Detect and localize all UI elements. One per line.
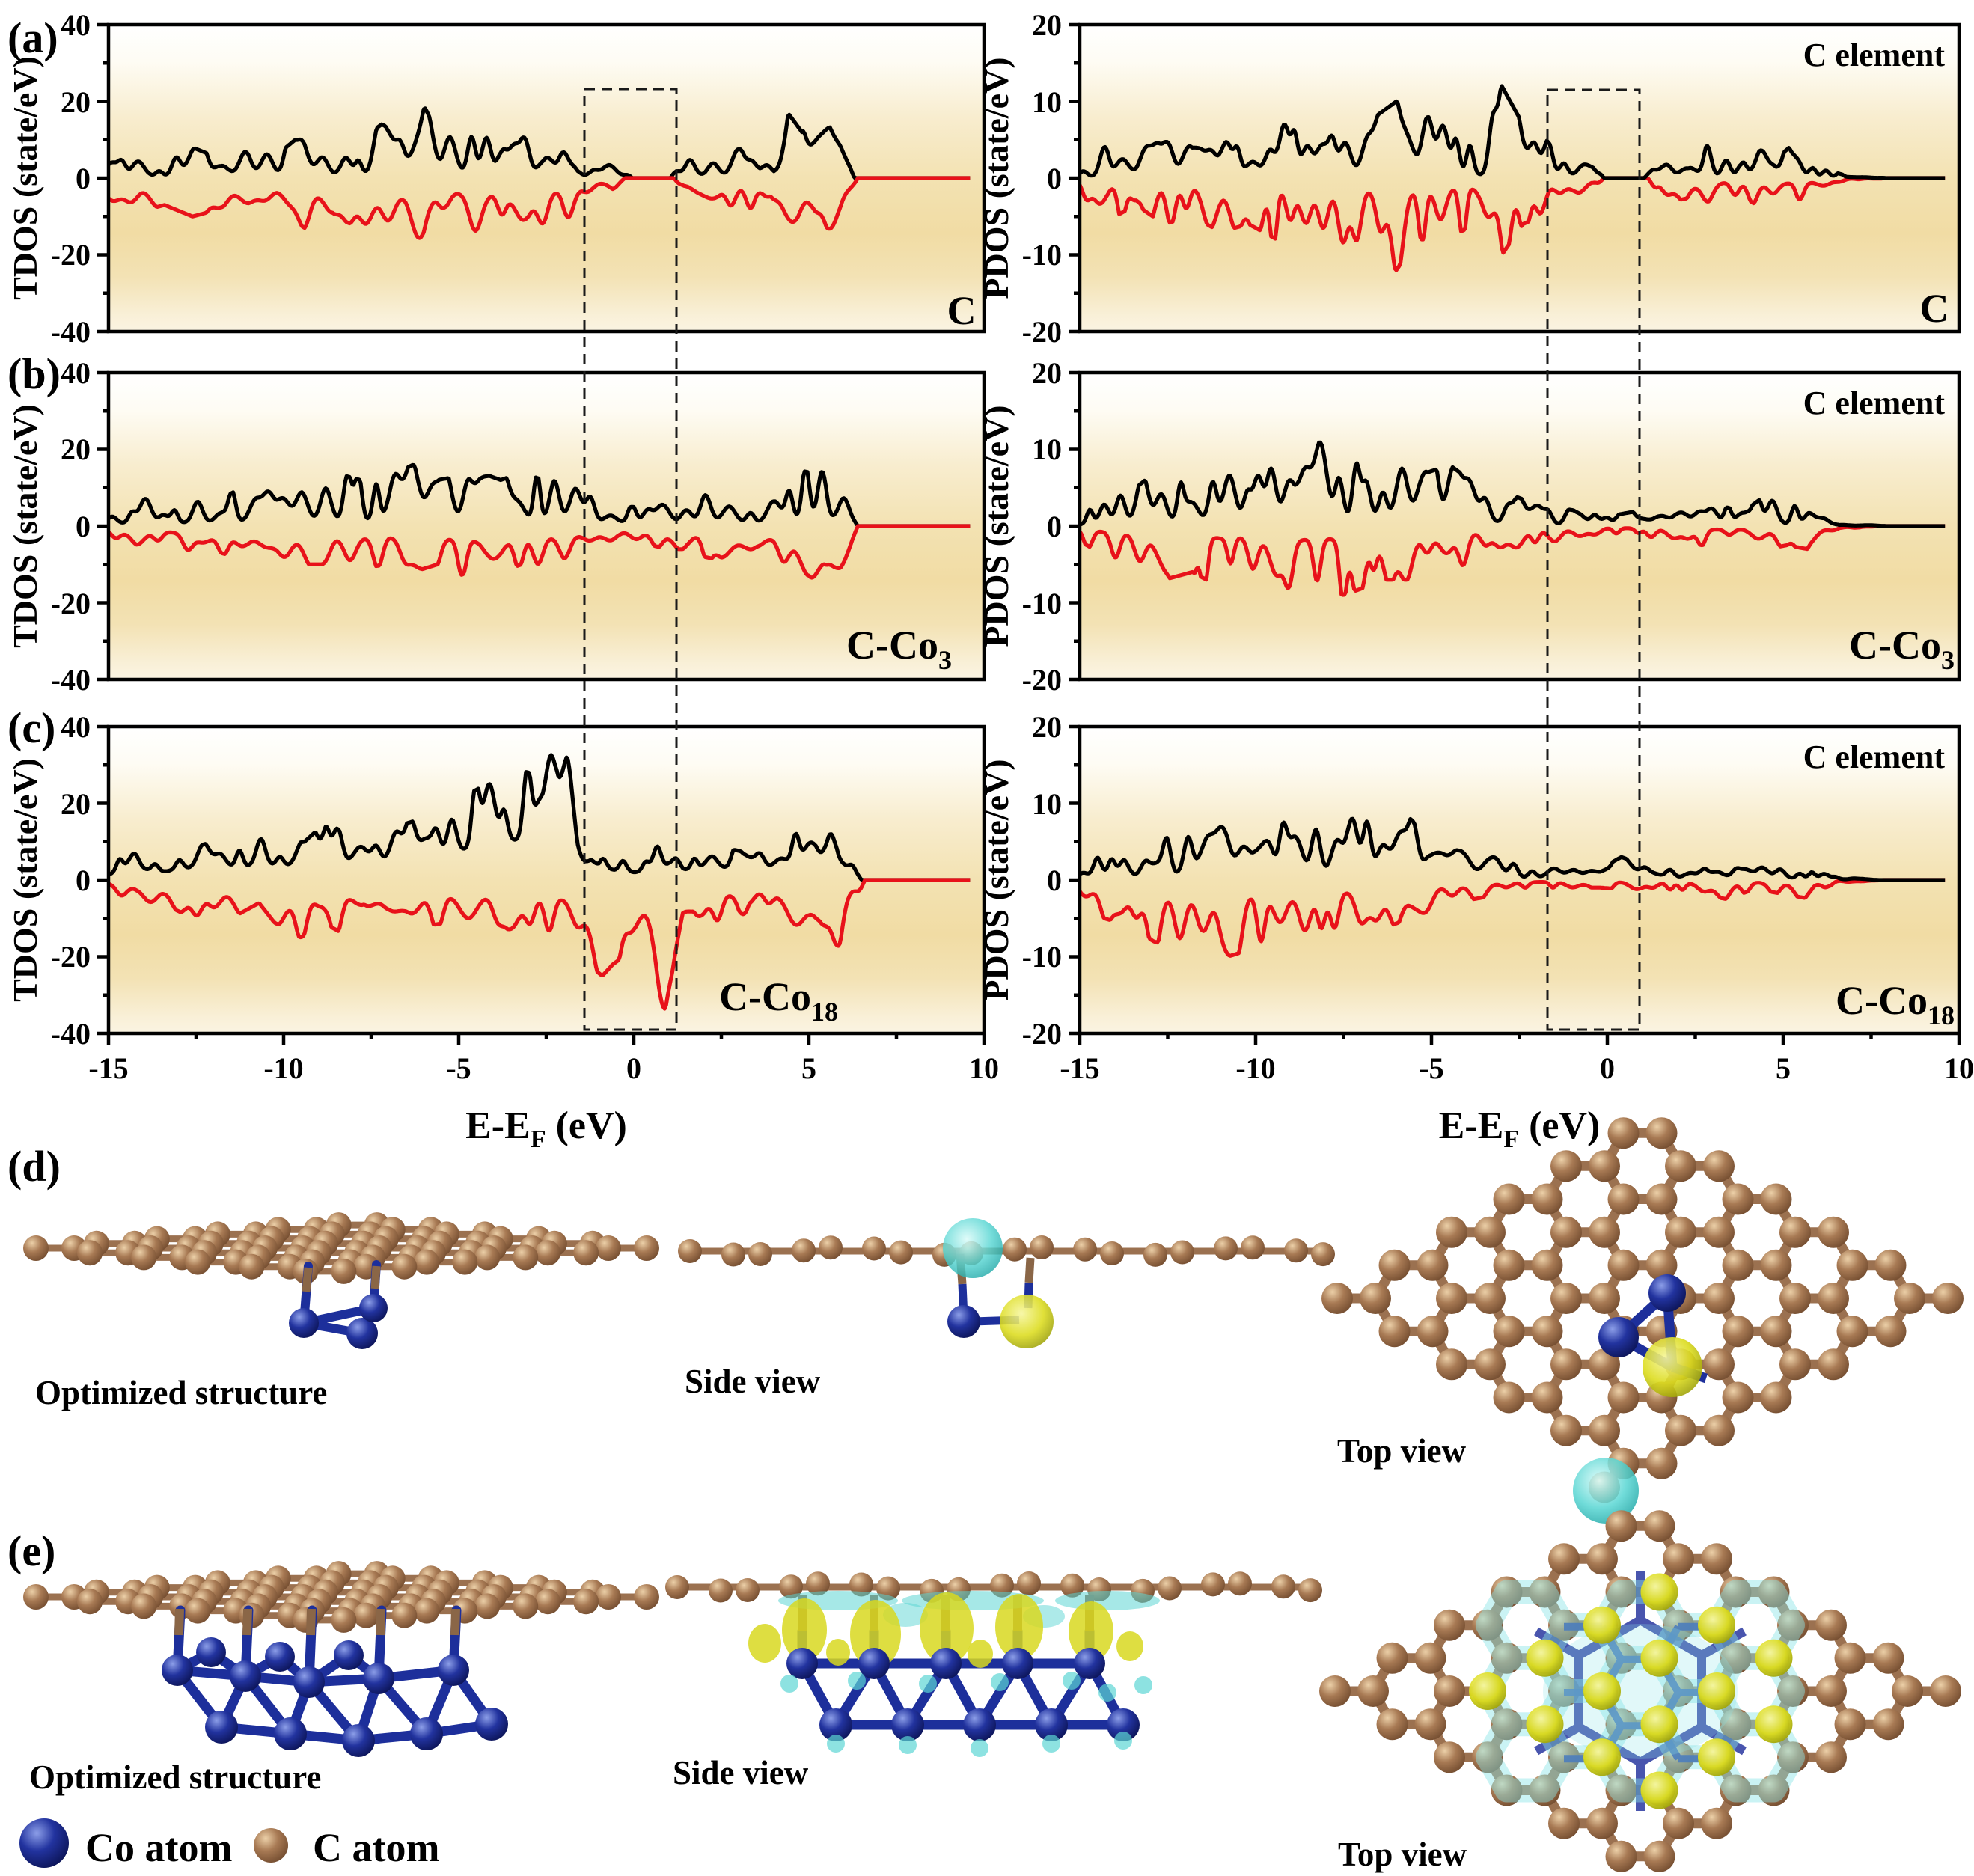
svg-text:C-Co3: C-Co3 [846, 623, 952, 675]
svg-text:0: 0 [626, 1051, 641, 1085]
svg-text:0: 0 [76, 864, 91, 897]
svg-text:-5: -5 [1419, 1051, 1443, 1085]
svg-text:(a): (a) [7, 13, 58, 62]
svg-text:Side view: Side view [673, 1754, 809, 1791]
svg-text:-20: -20 [51, 940, 91, 974]
svg-text:C element: C element [1803, 385, 1946, 421]
svg-text:-10: -10 [1022, 940, 1062, 974]
svg-text:C: C [1920, 286, 1949, 331]
svg-text:Optimized structure: Optimized structure [29, 1759, 321, 1796]
svg-text:-10: -10 [1022, 587, 1062, 620]
svg-text:PDOS (state/eV): PDOS (state/eV) [977, 57, 1015, 299]
svg-text:-20: -20 [1022, 315, 1062, 349]
svg-text:-10: -10 [1235, 1051, 1275, 1085]
svg-text:-20: -20 [1022, 663, 1062, 697]
svg-text:-10: -10 [1022, 238, 1062, 272]
svg-text:20: 20 [1032, 710, 1062, 744]
svg-text:PDOS (state/eV): PDOS (state/eV) [977, 759, 1015, 1000]
svg-text:Top view: Top view [1338, 1836, 1467, 1873]
svg-text:-40: -40 [51, 315, 91, 349]
svg-text:PDOS (state/eV): PDOS (state/eV) [977, 405, 1015, 647]
svg-text:-10: -10 [263, 1051, 303, 1085]
svg-text:40: 40 [61, 356, 91, 390]
svg-text:5: 5 [801, 1051, 816, 1085]
svg-text:-20: -20 [1022, 1017, 1062, 1051]
svg-text:0: 0 [1047, 162, 1062, 195]
svg-text:C: C [947, 288, 977, 333]
svg-text:0: 0 [76, 510, 91, 543]
svg-text:E-EF (eV): E-EF (eV) [1439, 1104, 1601, 1153]
svg-text:TDOS (state/eV): TDOS (state/eV) [6, 56, 44, 300]
svg-text:0: 0 [1047, 864, 1062, 897]
svg-text:10: 10 [1032, 433, 1062, 466]
svg-text:(e): (e) [7, 1527, 55, 1575]
svg-text:(d): (d) [7, 1142, 61, 1191]
svg-text:20: 20 [1032, 356, 1062, 390]
svg-text:-5: -5 [446, 1051, 471, 1085]
svg-text:-20: -20 [51, 587, 91, 620]
svg-text:40: 40 [61, 8, 91, 42]
svg-text:10: 10 [969, 1051, 999, 1085]
svg-text:Optimized structure: Optimized structure [35, 1374, 327, 1411]
svg-text:-20: -20 [51, 238, 91, 272]
svg-text:10: 10 [1032, 85, 1062, 119]
svg-text:20: 20 [61, 433, 91, 466]
svg-text:TDOS (state/eV): TDOS (state/eV) [6, 758, 44, 1002]
svg-text:-15: -15 [1060, 1051, 1099, 1085]
svg-text:(b): (b) [7, 349, 61, 398]
svg-text:0: 0 [1600, 1051, 1615, 1085]
svg-text:20: 20 [61, 85, 91, 119]
svg-text:TDOS (state/eV): TDOS (state/eV) [6, 404, 44, 648]
svg-text:C element: C element [1803, 739, 1946, 775]
svg-text:-40: -40 [51, 1017, 91, 1051]
svg-text:Side view: Side view [685, 1363, 821, 1400]
svg-text:0: 0 [76, 162, 91, 195]
svg-text:E-EF (eV): E-EF (eV) [465, 1104, 627, 1153]
svg-text:10: 10 [1032, 787, 1062, 821]
svg-text:(c): (c) [7, 703, 55, 752]
svg-text:5: 5 [1776, 1051, 1791, 1085]
svg-text:-15: -15 [88, 1051, 128, 1085]
svg-text:20: 20 [1032, 8, 1062, 42]
svg-text:0: 0 [1047, 510, 1062, 543]
svg-text:Top view: Top view [1337, 1432, 1467, 1470]
svg-text:-40: -40 [51, 663, 91, 697]
svg-text:40: 40 [61, 710, 91, 744]
svg-text:C-Co3: C-Co3 [1849, 623, 1955, 675]
svg-text:Co atom: Co atom [85, 1825, 232, 1870]
svg-text:C atom: C atom [313, 1825, 439, 1870]
svg-text:10: 10 [1944, 1051, 1974, 1085]
svg-text:20: 20 [61, 787, 91, 821]
svg-text:C element: C element [1803, 37, 1946, 73]
